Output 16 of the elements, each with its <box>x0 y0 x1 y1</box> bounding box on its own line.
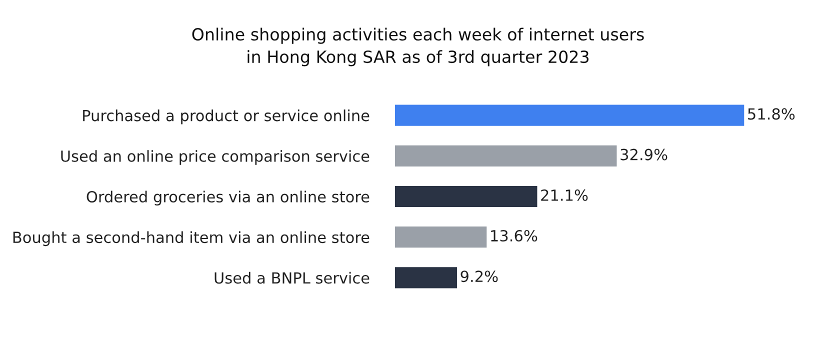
data-label: 21.1% <box>541 189 588 201</box>
bar <box>395 226 487 248</box>
y-tick-label: Purchased a product or service online <box>83 109 370 124</box>
bar <box>395 145 617 166</box>
y-tick-label: Ordered groceries via an online store <box>86 190 370 206</box>
y-tick-label: Used a BNPL service <box>214 272 370 284</box>
y-tick-label: Used an online price comparison service <box>61 150 370 165</box>
bar <box>395 104 744 126</box>
data-label: 51.8% <box>748 108 795 120</box>
y-tick-label: Bought a second-hand item via an online store <box>13 231 370 246</box>
data-label: 9.2% <box>460 270 498 282</box>
bar <box>395 186 538 208</box>
chart-title: Online shopping activities each week of internet users in Hong Kong SAR as of 3rd quarter 2023 <box>192 28 644 66</box>
data-label: 13.6% <box>491 230 538 242</box>
bar <box>395 267 458 288</box>
data-label: 32.9% <box>620 148 668 160</box>
